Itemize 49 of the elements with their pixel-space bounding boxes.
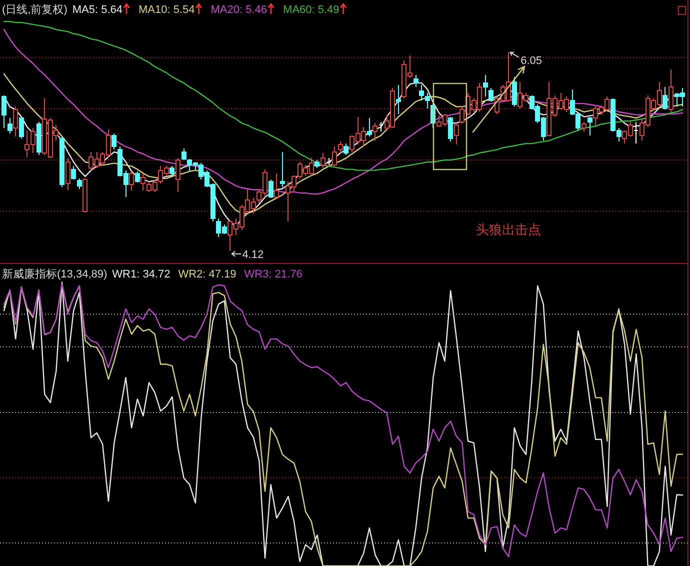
text: WR1: 34.72: [112, 268, 170, 280]
chart-title: 新威廉指标(13,34,89): [2, 268, 108, 280]
candlestick: [268, 178, 274, 199]
candlestick: [181, 148, 186, 161]
candlestick: [332, 146, 338, 167]
candlestick: [13, 106, 18, 137]
text: MA20: 5.46: [210, 4, 268, 16]
candlestick: [344, 143, 349, 156]
text: MA5: 5.64: [72, 4, 123, 16]
candlestick: [7, 118, 12, 134]
annotation: 头狼出击点: [476, 222, 541, 237]
candlestick: [175, 158, 181, 192]
candlestick: [18, 116, 24, 139]
series-label: WR3: 21.76: [244, 268, 302, 280]
candlestick: [424, 92, 430, 110]
candlestick: [65, 158, 70, 190]
candlestick: [634, 121, 638, 144]
candlestick: [662, 86, 668, 110]
candlestick: [71, 166, 76, 180]
candlestick: [366, 118, 372, 137]
candlestick: [581, 121, 587, 132]
annotation: 6.05: [520, 55, 542, 68]
candlestick: [419, 84, 424, 102]
candlestick: [129, 170, 134, 192]
candlestick: [338, 141, 343, 154]
candlestick: [413, 74, 418, 88]
annotation: 4.12: [242, 248, 264, 261]
candlestick: [512, 76, 517, 108]
candlestick: [280, 151, 285, 188]
candlestick: [134, 170, 140, 184]
candlestick: [448, 116, 454, 142]
candlestick: [76, 178, 82, 190]
text: MA60: 5.49: [283, 4, 340, 16]
candlestick: [488, 88, 494, 102]
candlestick: [668, 69, 674, 112]
candlestick: [320, 152, 326, 169]
candlestick: [372, 122, 378, 142]
candlestick: [112, 132, 117, 150]
chart-title: (日线,前复权): [2, 3, 68, 16]
series-label: WR2: 47.19: [178, 268, 236, 280]
candlestick: [482, 74, 488, 97]
candlestick: [378, 121, 384, 132]
candlestick: [454, 122, 459, 146]
text: MA10: 5.54: [138, 4, 195, 16]
candlestick: [140, 172, 146, 192]
candlestick: [274, 172, 280, 199]
candlestick: [1, 94, 7, 129]
candlestick: [396, 84, 401, 114]
candlestick: [587, 116, 592, 136]
